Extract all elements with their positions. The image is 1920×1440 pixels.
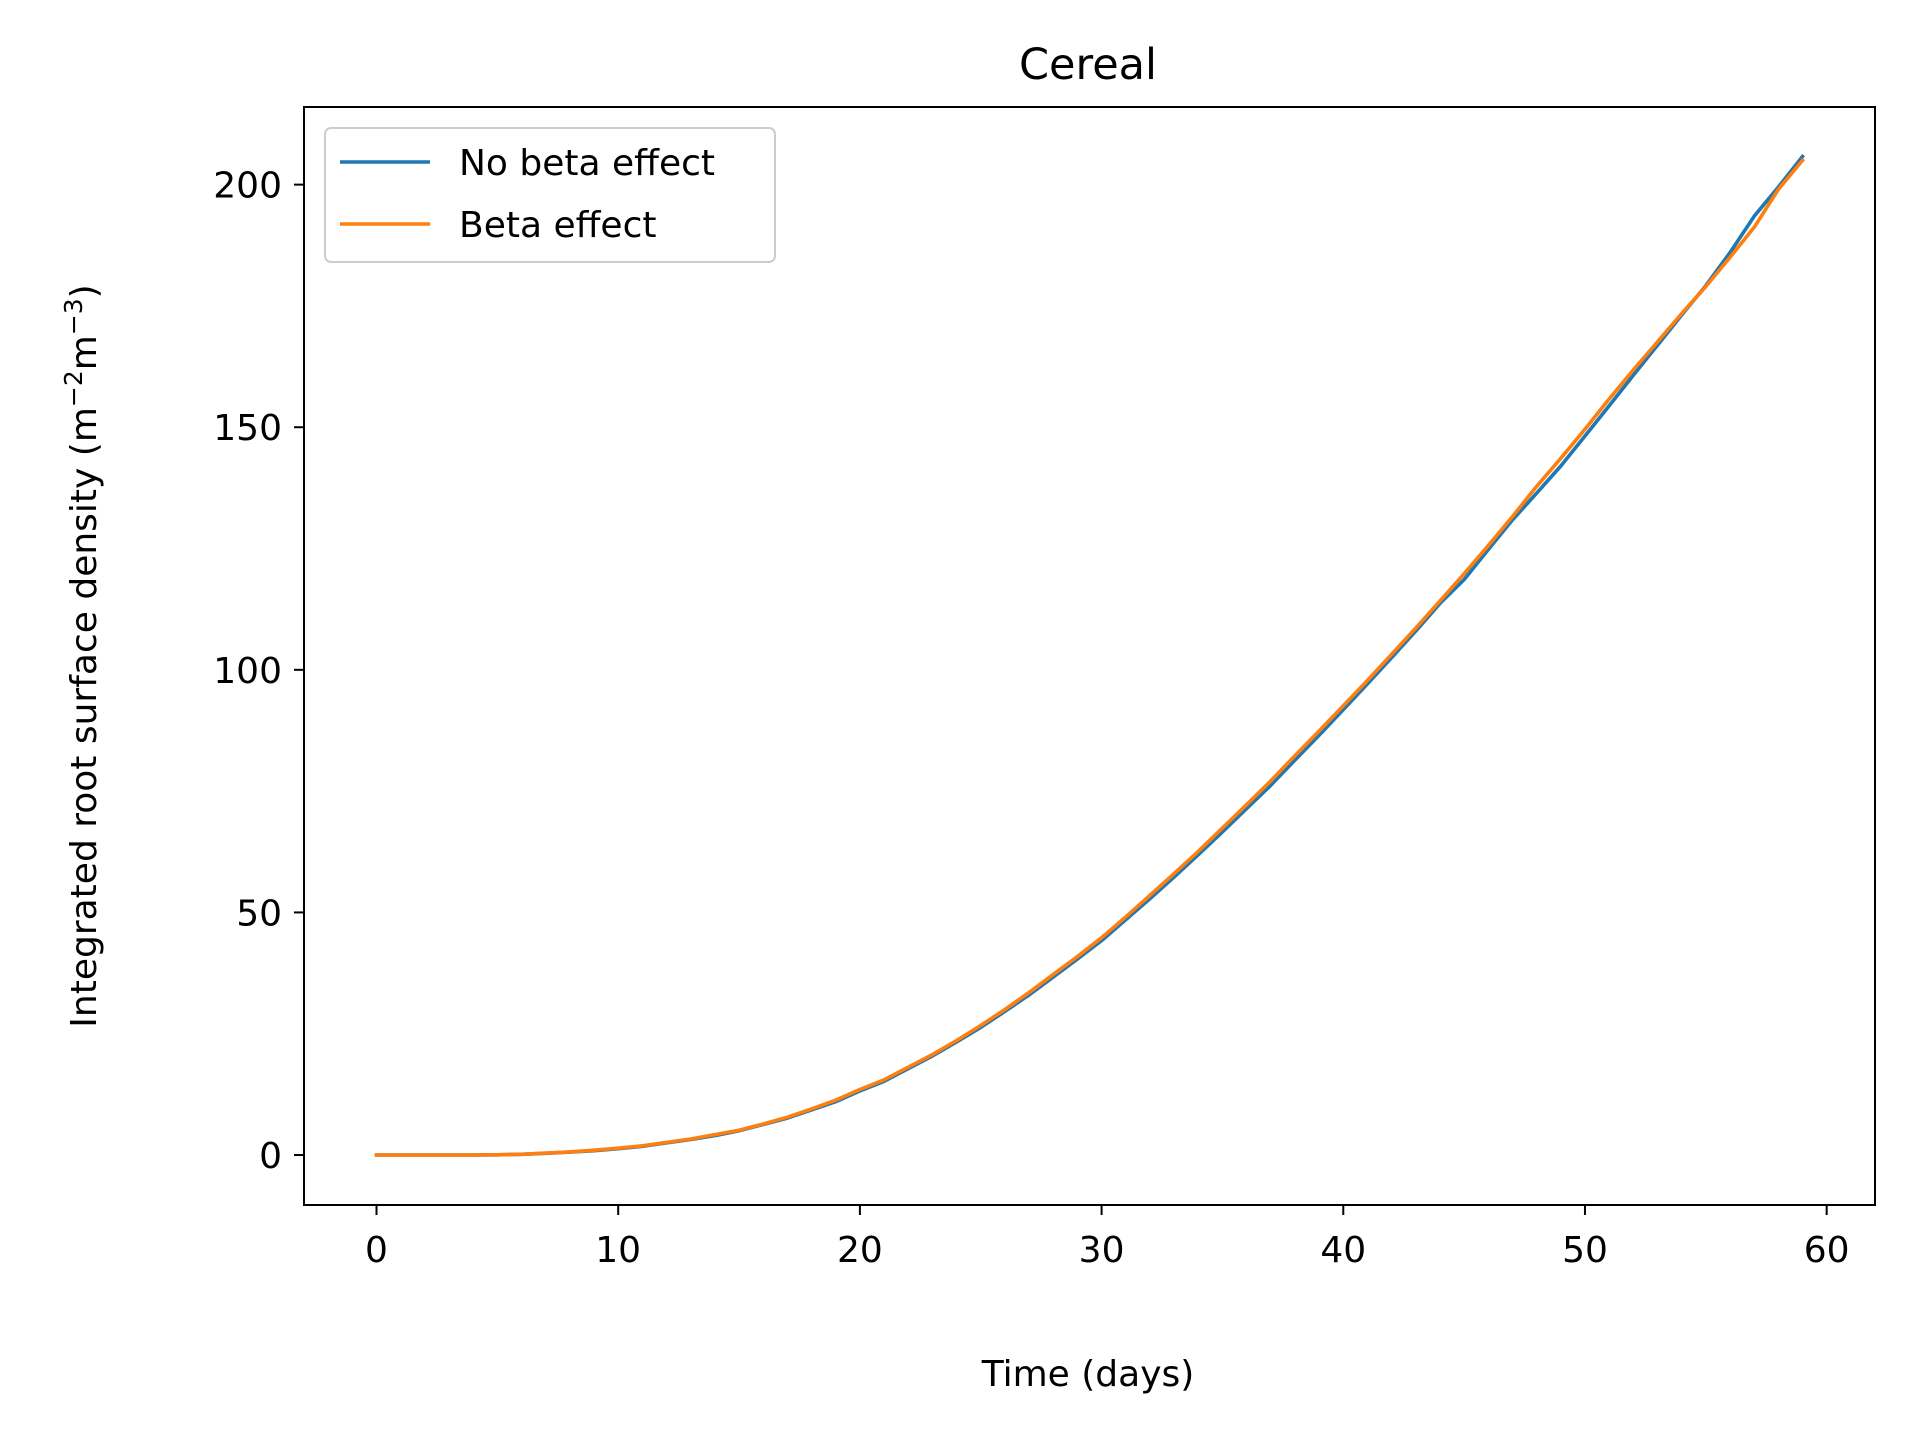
x-tick-label: 30 bbox=[1079, 1230, 1125, 1271]
legend-box bbox=[324, 127, 776, 263]
x-axis-ticks: 0 10 20 30 40 50 60 bbox=[365, 1205, 1850, 1271]
y-axis-label-prefix: Integrated root surface density (m bbox=[64, 407, 105, 1028]
plot-area bbox=[374, 153, 1806, 1157]
x-tick-label: 60 bbox=[1804, 1230, 1850, 1271]
chart-title: Cereal bbox=[1019, 40, 1157, 90]
axes-frame bbox=[303, 106, 1876, 1206]
y-axis-label: Integrated root surface density (m−2m−3) bbox=[59, 284, 106, 1027]
y-tick-label: 50 bbox=[236, 893, 282, 934]
y-axis-label-sup2: −3 bbox=[59, 298, 88, 335]
y-tick-label: 0 bbox=[259, 1136, 282, 1177]
x-tick-label: 40 bbox=[1320, 1230, 1366, 1271]
y-tick-label: 100 bbox=[213, 651, 282, 692]
x-axis-label: Time (days) bbox=[981, 1354, 1195, 1395]
y-axis-label-suffix: ) bbox=[64, 284, 105, 298]
x-tick-label: 0 bbox=[365, 1230, 388, 1271]
y-axis-label-sup1: −2 bbox=[59, 370, 88, 407]
legend: No beta effect Beta effect bbox=[324, 127, 776, 263]
legend-label: No beta effect bbox=[459, 143, 715, 184]
x-tick-label: 50 bbox=[1562, 1230, 1608, 1271]
y-axis-label-mid: m bbox=[64, 335, 105, 370]
y-tick-label: 200 bbox=[213, 166, 282, 207]
y-tick-label: 150 bbox=[213, 408, 282, 449]
x-tick-label: 10 bbox=[595, 1230, 641, 1271]
y-axis-ticks: 0 50 100 150 200 bbox=[213, 166, 304, 1177]
x-tick-label: 20 bbox=[837, 1230, 883, 1271]
series-line-beta-effect bbox=[374, 157, 1806, 1157]
legend-label: Beta effect bbox=[459, 205, 656, 246]
